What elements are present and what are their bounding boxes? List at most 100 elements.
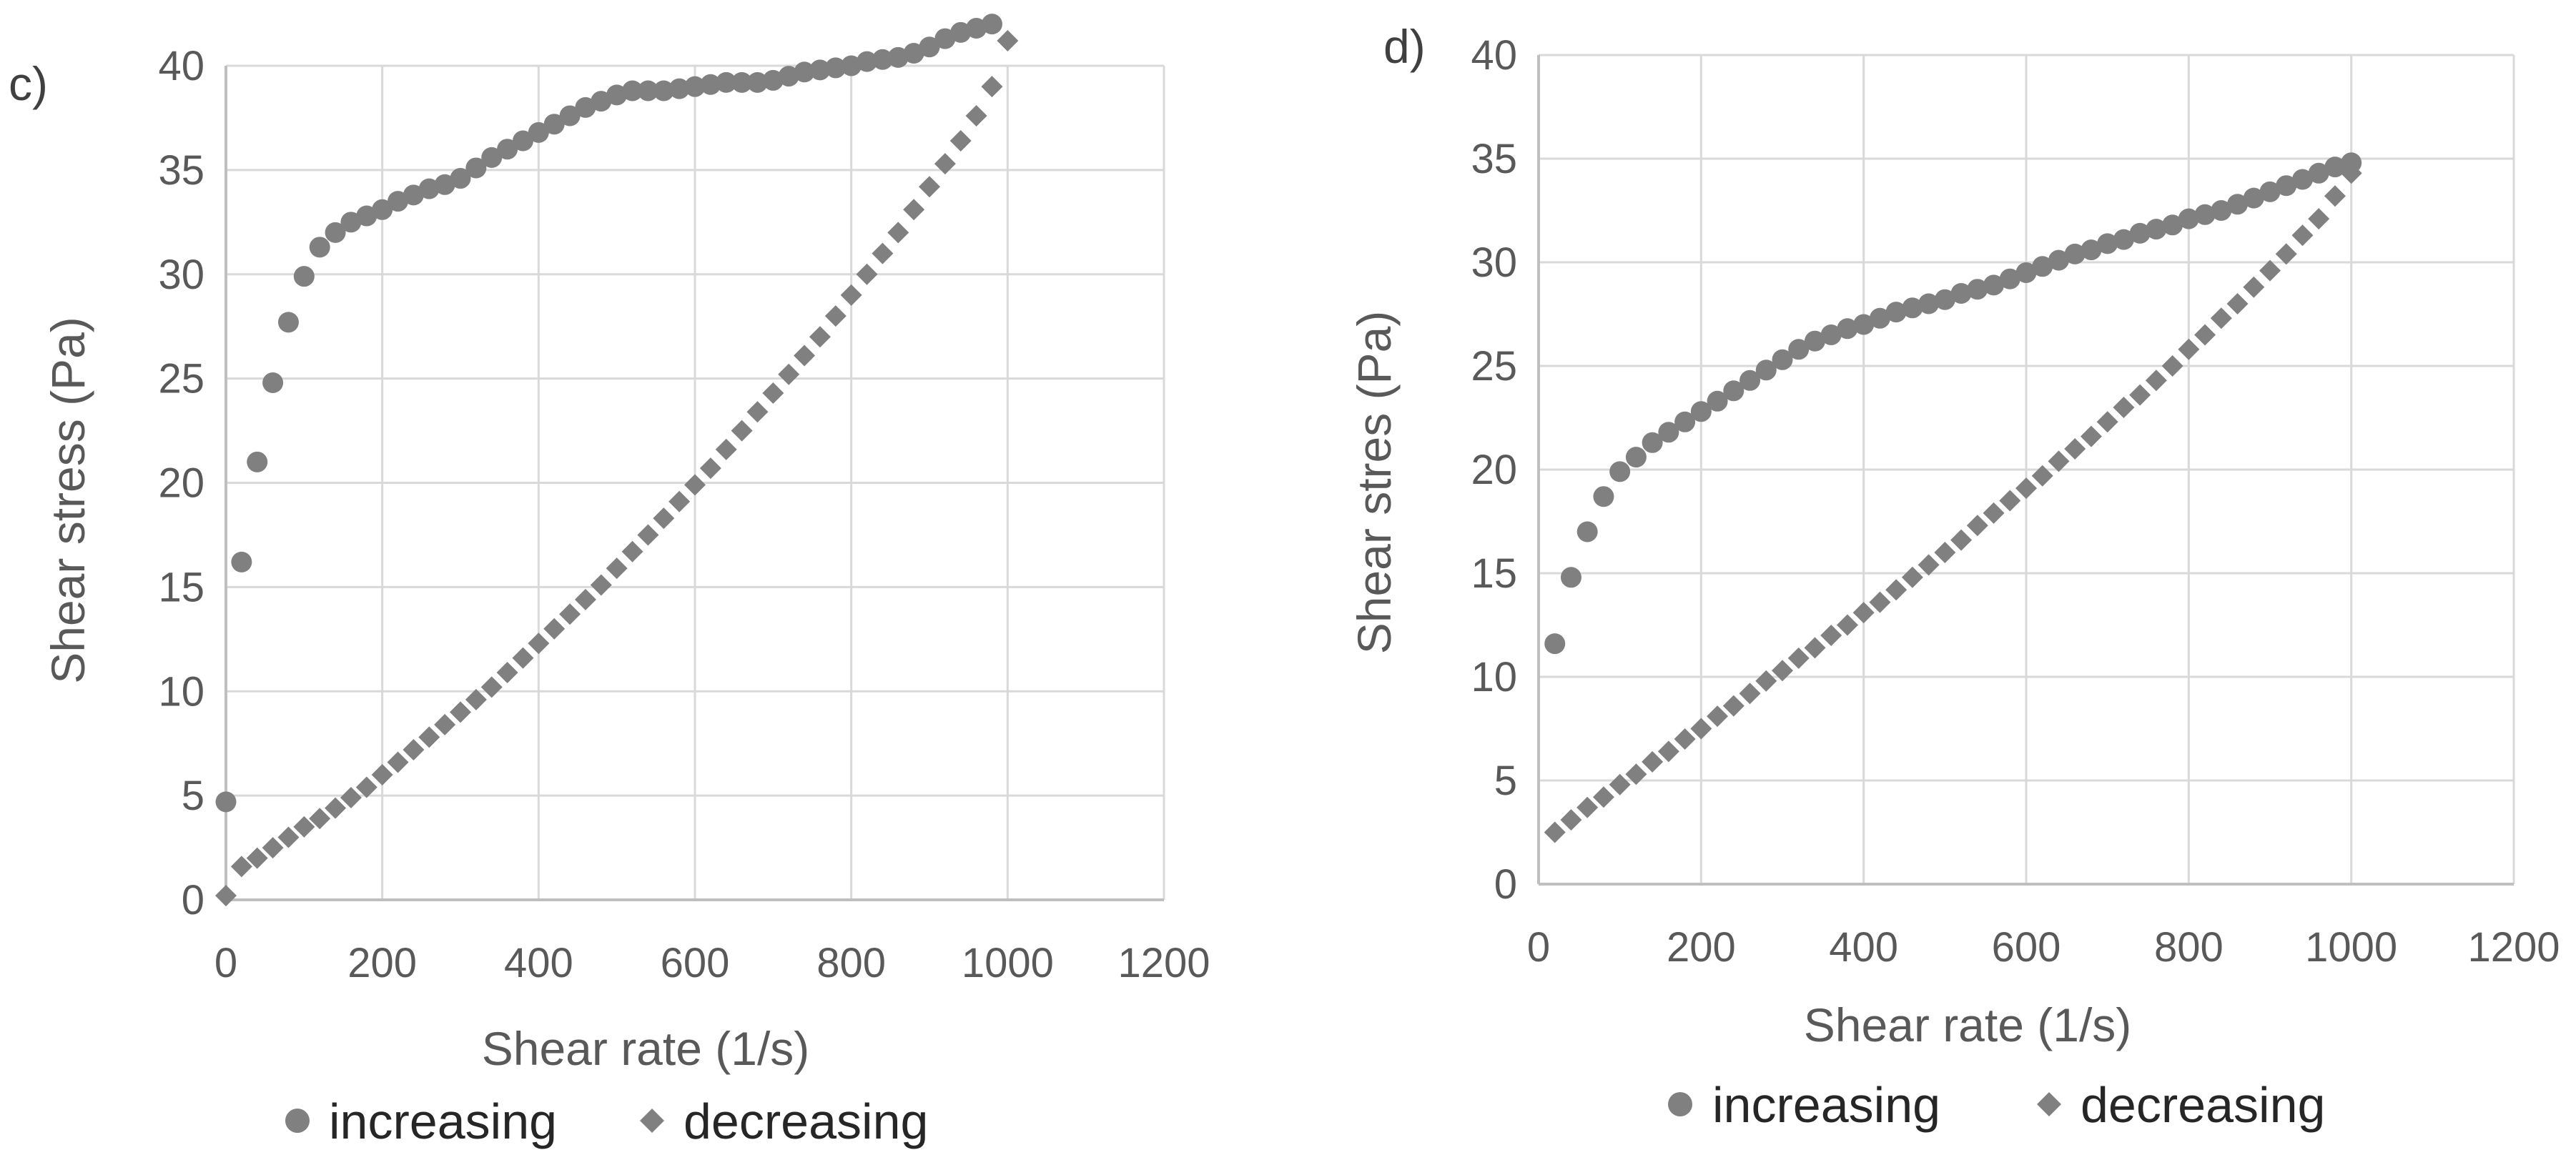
data-point-decreasing bbox=[325, 797, 347, 819]
data-point-increasing bbox=[2048, 249, 2069, 271]
data-point-decreasing bbox=[2048, 450, 2070, 472]
data-point-increasing bbox=[1885, 302, 1907, 323]
data-point-decreasing bbox=[684, 474, 706, 496]
data-point-decreasing bbox=[590, 574, 612, 596]
data-point-decreasing bbox=[840, 284, 862, 306]
data-point-increasing bbox=[559, 105, 581, 127]
legend-marker-increasing bbox=[1668, 1092, 1692, 1116]
data-point-decreasing bbox=[528, 633, 550, 655]
data-point-decreasing bbox=[434, 713, 456, 735]
axes bbox=[224, 66, 1164, 901]
data-point-increasing bbox=[1739, 370, 1761, 391]
x-tick-label: 800 bbox=[816, 940, 886, 986]
data-point-decreasing bbox=[1852, 602, 1875, 624]
data-point-increasing bbox=[2178, 208, 2199, 229]
data-point-increasing bbox=[1869, 307, 1890, 329]
data-point-decreasing bbox=[2129, 384, 2151, 406]
data-point-increasing bbox=[591, 91, 612, 112]
data-point-increasing bbox=[2129, 222, 2151, 244]
data-point-increasing bbox=[1918, 293, 1940, 314]
data-point-increasing bbox=[215, 791, 237, 813]
data-point-decreasing bbox=[1772, 660, 1793, 682]
data-point-decreasing bbox=[2096, 411, 2118, 433]
data-point-decreasing bbox=[2161, 355, 2183, 377]
data-point-decreasing bbox=[215, 885, 237, 907]
data-point-decreasing bbox=[824, 305, 847, 327]
data-point-increasing bbox=[653, 80, 674, 101]
data-point-increasing bbox=[418, 178, 440, 199]
data-point-decreasing bbox=[480, 676, 503, 698]
data-point-increasing bbox=[700, 74, 721, 95]
data-point-increasing bbox=[981, 14, 1002, 35]
data-point-decreasing bbox=[809, 326, 831, 348]
data-point-increasing bbox=[934, 28, 956, 49]
x-tick-label: 600 bbox=[1992, 924, 2061, 971]
data-point-increasing bbox=[966, 17, 987, 39]
data-point-decreasing bbox=[1707, 705, 1729, 728]
data-point-increasing bbox=[388, 191, 409, 212]
panel-label-c: c) bbox=[9, 57, 48, 110]
x-axis-title: Shear rate (1/s) bbox=[1804, 998, 2132, 1051]
x-tick-label: 200 bbox=[1667, 924, 1736, 971]
x-tick-label: 0 bbox=[214, 940, 237, 986]
data-point-increasing bbox=[1625, 447, 1647, 468]
panel-label-d: d) bbox=[1383, 20, 1426, 73]
data-point-decreasing bbox=[762, 382, 784, 405]
data-point-increasing bbox=[231, 551, 252, 572]
data-point-decreasing bbox=[2015, 477, 2037, 500]
legend-marker-decreasing bbox=[2037, 1092, 2061, 1116]
data-point-decreasing bbox=[1642, 750, 1664, 773]
data-point-decreasing bbox=[2210, 307, 2232, 329]
data-point-decreasing bbox=[1544, 821, 1566, 843]
data-point-decreasing bbox=[1918, 554, 1940, 576]
data-point-decreasing bbox=[2031, 465, 2053, 487]
data-point-increasing bbox=[2194, 204, 2216, 225]
data-point-increasing bbox=[794, 61, 815, 83]
data-point-increasing bbox=[1820, 324, 1842, 345]
data-point-decreasing bbox=[387, 751, 409, 773]
data-point-increasing bbox=[919, 36, 940, 58]
data-point-decreasing bbox=[1657, 740, 1679, 763]
x-tick-label: 1200 bbox=[2467, 924, 2560, 971]
data-point-increasing bbox=[543, 114, 565, 135]
y-tick-label: 10 bbox=[158, 668, 204, 715]
data-point-decreasing bbox=[2340, 162, 2362, 184]
data-point-decreasing bbox=[465, 688, 487, 710]
data-point-increasing bbox=[762, 69, 784, 91]
data-point-decreasing bbox=[2243, 276, 2265, 298]
data-point-increasing bbox=[1950, 283, 1972, 304]
x-tick-labels: 0 200 400 600 800 1000 1200 bbox=[1527, 924, 2560, 971]
data-series bbox=[215, 14, 1019, 907]
data-point-decreasing bbox=[934, 153, 956, 175]
data-point-increasing bbox=[1853, 314, 1875, 335]
data-point-decreasing bbox=[340, 787, 362, 809]
data-point-increasing bbox=[403, 184, 424, 206]
data-point-decreasing bbox=[1722, 695, 1745, 717]
y-tick-label: 20 bbox=[158, 460, 204, 507]
data-point-decreasing bbox=[2178, 338, 2200, 360]
x-tick-label: 400 bbox=[1829, 924, 1898, 971]
data-point-increasing bbox=[2097, 233, 2118, 254]
x-tick-labels: 0 200 400 600 800 1000 1200 bbox=[214, 940, 1210, 986]
data-point-decreasing bbox=[2194, 324, 2216, 346]
data-point-increasing bbox=[1902, 297, 1923, 319]
x-tick-label: 600 bbox=[661, 940, 730, 986]
data-point-decreasing bbox=[355, 776, 377, 798]
data-point-increasing bbox=[2259, 181, 2281, 202]
data-point-decreasing bbox=[2308, 208, 2330, 230]
data-point-decreasing bbox=[371, 763, 393, 785]
data-point-decreasing bbox=[1787, 647, 1810, 669]
data-point-decreasing bbox=[621, 540, 643, 562]
data-point-increasing bbox=[1723, 380, 1745, 402]
data-point-increasing bbox=[2064, 243, 2086, 264]
data-point-decreasing bbox=[1609, 773, 1631, 795]
data-point-increasing bbox=[2015, 262, 2037, 283]
data-point-decreasing bbox=[293, 816, 315, 838]
data-point-decreasing bbox=[1804, 637, 1826, 659]
y-tick-label: 15 bbox=[158, 564, 204, 610]
x-tick-label: 1000 bbox=[2305, 924, 2397, 971]
data-point-decreasing bbox=[1901, 566, 1923, 588]
data-point-increasing bbox=[2146, 219, 2167, 240]
data-point-increasing bbox=[575, 96, 596, 118]
